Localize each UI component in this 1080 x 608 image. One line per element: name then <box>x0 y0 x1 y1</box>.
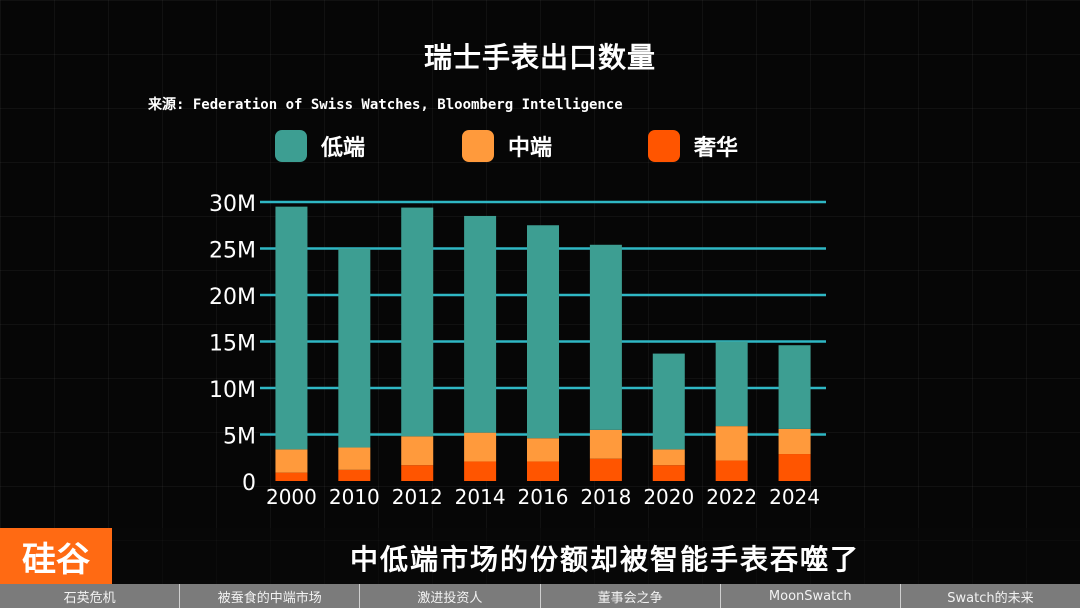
y-tick-label: 25M <box>209 239 256 264</box>
y-tick-label: 20M <box>209 285 256 310</box>
bar-segment <box>589 458 622 481</box>
brand-logo[interactable]: 硅谷 <box>0 528 112 584</box>
bar-segment <box>275 472 308 481</box>
bar-segment <box>652 353 685 450</box>
bar-segment <box>527 461 559 481</box>
legend-item-mid: 中端 <box>462 130 552 162</box>
bar-segment <box>715 341 748 427</box>
subtitle-bar <box>0 528 1080 584</box>
chapter-board-fight[interactable]: 董事会之争 <box>541 584 721 608</box>
bar-segment <box>527 225 559 439</box>
chapter-quartz-crisis[interactable]: 石英危机 <box>0 584 181 608</box>
legend-item-luxury: 奢华 <box>648 130 738 162</box>
legend-label-mid: 中端 <box>508 136 553 161</box>
chart-title: 瑞士手表出口数量 <box>423 41 656 74</box>
video-subtitle: 中低端市场的份额却被智能手表吞噬了 <box>349 543 860 576</box>
x-tick-label: 2000 <box>266 485 317 509</box>
bar-segment <box>401 207 434 437</box>
chart-source: 来源: Federation of Swiss Watches, Bloombe… <box>148 97 623 113</box>
bar-segment <box>715 426 748 461</box>
bar-chart: 0 5M 10M 15M 20M 25M 30M 2000 2010 2012 2014 2016 20… <box>209 192 826 509</box>
bar-segment <box>401 436 434 466</box>
x-tick-label: 2024 <box>769 485 820 509</box>
chapter-swatch-future[interactable]: Swatch的未来 <box>947 590 1034 606</box>
x-tick-label: 2022 <box>706 485 757 509</box>
bar-segment <box>338 447 371 470</box>
x-tick-label: 2010 <box>329 485 380 509</box>
bar-segment <box>652 465 685 481</box>
bar-segment <box>275 206 308 450</box>
bar-segment <box>715 460 748 481</box>
chapter-nav: 石英危机 被蚕食的中端市场 激进投资人 董事会之争 MoonSwatch Swa… <box>0 584 1080 608</box>
chapter-activist-investor[interactable]: 激进投资人 <box>360 584 541 608</box>
bar-segment <box>275 449 308 473</box>
bar-segment <box>464 432 497 462</box>
bar-segment <box>338 248 371 448</box>
x-tick-label: 2016 <box>518 485 569 509</box>
bar-segment <box>338 469 371 481</box>
x-tick-label: 2012 <box>392 485 443 509</box>
bar-segment <box>527 438 559 462</box>
chapter-midrange-market[interactable]: 被蚕食的中端市场 <box>180 584 361 608</box>
legend-swatch-luxury <box>648 130 680 162</box>
bar-segment <box>778 345 811 429</box>
y-tick-label: 0 <box>242 471 256 496</box>
bar-segment <box>401 465 434 481</box>
bar-segment <box>589 244 622 430</box>
y-tick-label: 15M <box>209 332 256 357</box>
bar-segment <box>778 454 811 481</box>
y-tick-label: 5M <box>223 425 256 450</box>
x-tick-label: 2014 <box>455 485 506 509</box>
y-tick-label: 10M <box>209 378 256 403</box>
bar-segment <box>652 449 685 466</box>
x-tick-label: 2018 <box>580 485 631 509</box>
legend-item-low: 低端 <box>275 130 365 162</box>
bar-segment <box>464 461 497 481</box>
chapter-moonswatch[interactable]: MoonSwatch <box>721 584 901 608</box>
y-tick-label: 30M <box>209 192 256 217</box>
bar-segment <box>589 429 622 459</box>
chart-legend: 低端 中端 奢华 <box>0 130 1080 170</box>
legend-label-luxury: 奢华 <box>694 136 739 161</box>
legend-label-low: 低端 <box>321 136 366 161</box>
legend-swatch-low <box>275 130 307 162</box>
bar-segment <box>778 428 811 455</box>
legend-swatch-mid <box>462 130 494 162</box>
bar-segment <box>464 215 497 433</box>
x-tick-label: 2020 <box>643 485 694 509</box>
